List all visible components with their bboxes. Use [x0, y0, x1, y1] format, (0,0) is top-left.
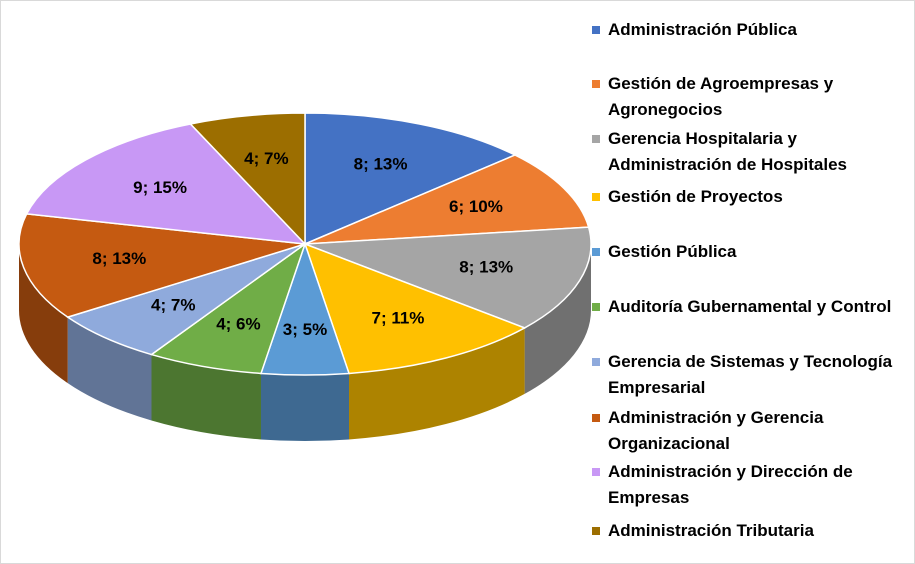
- slice: [188, 112, 306, 246]
- slice: [304, 112, 517, 246]
- slice: [25, 123, 307, 245]
- data-label: 8; 13%: [92, 249, 146, 268]
- data-label: 7; 11%: [372, 309, 425, 328]
- data-label: 8; 13%: [459, 258, 513, 277]
- slice-side: [67, 317, 152, 421]
- legend-entry: Auditoría Gubernamental y Control: [592, 294, 908, 320]
- legend-swatch: [592, 414, 600, 422]
- data-label: 4; 7%: [244, 149, 288, 168]
- pie-plot: 8; 13% 6; 10% 8; 13% 7; 11% 3; 5% 4; 6% 4; 7% 8…: [18, 112, 592, 441]
- slice-side: [151, 354, 261, 440]
- slice: [149, 242, 307, 375]
- legend-entry: Gerencia de Sistemas y Tecnología Empres…: [592, 349, 908, 401]
- legend-entry: Gerencia Hospitalaria y Administración d…: [592, 126, 908, 178]
- data-label: 4; 6%: [216, 314, 260, 333]
- legend-label: Administración Tributaria: [608, 521, 814, 540]
- data-label: 8; 13%: [354, 154, 408, 173]
- legend-label: Gestión de Proyectos: [608, 187, 783, 206]
- legend-swatch: [592, 135, 600, 143]
- legend-swatch: [592, 303, 600, 311]
- legend-swatch: [592, 468, 600, 476]
- legend-label: Gestión de Agroempresas y Agronegocios: [608, 74, 834, 119]
- slice: [304, 154, 590, 245]
- slice-side: [524, 244, 591, 394]
- legend-swatch: [592, 193, 600, 201]
- legend-label: Administración Pública: [608, 20, 797, 39]
- legend-entry: Administración y Gerencia Organizacional: [592, 405, 908, 457]
- legend-swatch: [592, 80, 600, 88]
- legend-entry: Gestión Pública: [592, 239, 908, 265]
- legend-label: Gerencia Hospitalaria y Administración d…: [608, 129, 847, 174]
- legend-swatch: [592, 358, 600, 366]
- slice: [303, 242, 527, 375]
- legend-label: Gerencia de Sistemas y Tecnología Empres…: [608, 352, 893, 397]
- legend-entry: Administración y Dirección de Empresas: [592, 459, 908, 511]
- legend-entry: Gestión de Agroempresas y Agronegocios: [592, 71, 908, 123]
- slice-side: [260, 373, 350, 441]
- legend-label: Administración y Dirección de Empresas: [608, 462, 853, 507]
- slice: [304, 226, 592, 329]
- legend-swatch: [592, 248, 600, 256]
- data-label: 4; 7%: [151, 295, 195, 314]
- slice-side: [19, 244, 68, 384]
- legend-entry: Gestión de Proyectos: [592, 184, 908, 210]
- data-label: 9; 15%: [133, 178, 187, 197]
- legend-swatch: [592, 527, 600, 535]
- slice: [18, 213, 306, 318]
- legend-label: Administración y Gerencia Organizacional: [608, 408, 824, 453]
- data-label: 3; 5%: [283, 320, 327, 339]
- slice: [66, 243, 306, 356]
- slice-side: [349, 327, 525, 440]
- legend-entry: Administración Pública: [592, 17, 908, 43]
- data-label: 6; 10%: [449, 197, 503, 216]
- legend-entry: Administración Tributaria: [592, 518, 908, 544]
- legend-label: Gestión Pública: [608, 242, 737, 261]
- legend-swatch: [592, 26, 600, 34]
- legend-label: Auditoría Gubernamental y Control: [608, 297, 892, 316]
